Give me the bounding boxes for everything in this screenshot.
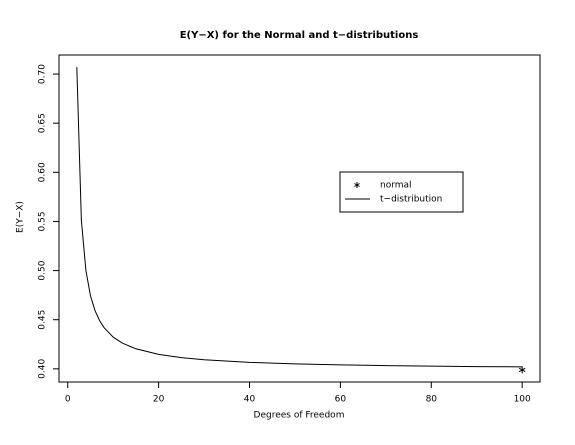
x-tick-label: 20 [153,395,165,405]
y-tick-label: 0.50 [38,260,48,280]
x-tick-label: 0 [65,395,71,405]
y-tick-label: 0.70 [38,64,48,84]
chart-title: E(Y−X) for the Normal and t−distribution… [180,30,419,41]
x-tick-label: 60 [335,395,347,405]
legend: normal t−distribution [339,171,464,213]
y-tick-label: 0.45 [38,310,48,330]
legend-marker [354,182,360,188]
x-axis-label: Degrees of Freedom [254,411,345,421]
y-tick-label: 0.55 [38,211,48,231]
y-axis-label: E(Y−X) [16,201,26,233]
y-tick-label: 0.40 [38,359,48,379]
x-tick-label: 100 [514,395,531,405]
data-line [76,67,523,368]
legend-label: t−distribution [380,195,442,205]
point-marker [518,366,526,374]
legend-label: normal [380,181,412,191]
legend-box [339,171,464,213]
x-tick-label: 40 [244,395,256,405]
x-tick-label: 80 [426,395,438,405]
y-tick-label: 0.60 [38,162,48,182]
y-tick-label: 0.65 [38,113,48,133]
